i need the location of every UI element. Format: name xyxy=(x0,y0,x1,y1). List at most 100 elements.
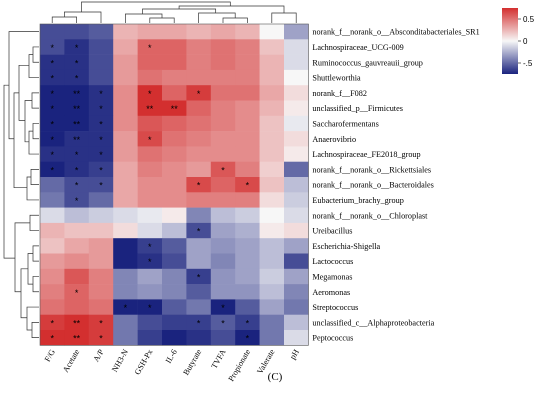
heatmap-cell xyxy=(88,268,114,285)
significance-mark: * xyxy=(99,334,103,344)
significance-mark: * xyxy=(197,318,201,328)
significance-mark: * xyxy=(75,58,79,68)
heatmap-cell xyxy=(235,268,260,285)
row-label: Megamonas xyxy=(312,272,352,281)
heatmap-cell xyxy=(88,253,114,270)
heatmap-cell xyxy=(210,253,236,270)
heatmap-cell xyxy=(64,299,90,315)
heatmap-cell xyxy=(64,85,90,101)
heatmap-cell xyxy=(113,253,138,270)
heatmap-cell xyxy=(210,192,236,208)
dendrogram-branch xyxy=(28,130,39,155)
heatmap-cell xyxy=(162,115,187,132)
heatmap-cell xyxy=(186,131,212,147)
heatmap-cell xyxy=(259,314,285,331)
dendrogram-branch xyxy=(51,16,77,23)
dendrogram-branch xyxy=(26,176,39,201)
heatmap-cell xyxy=(210,314,236,331)
significance-mark: * xyxy=(99,119,103,129)
column-label: Butyrate xyxy=(181,347,203,376)
dendrogram-branch xyxy=(18,64,29,121)
heatmap-cell xyxy=(259,146,285,162)
heatmap-cell xyxy=(210,222,236,239)
heatmap-cell xyxy=(162,268,187,285)
heatmap-cell xyxy=(284,39,309,55)
significance-mark: * xyxy=(148,242,152,252)
heatmap-cell xyxy=(235,222,260,239)
heatmap-cell xyxy=(162,330,187,346)
heatmap-cell xyxy=(284,299,309,315)
heatmap-cell xyxy=(88,100,114,117)
significance-marks: * * ** ** ** ** * * ** ** * ** *** ** ** ** * ** * ** * * ** * *… xyxy=(50,43,249,344)
heatmap-cell xyxy=(235,299,260,315)
dendrogram-branch xyxy=(32,276,39,293)
heatmap-cell xyxy=(113,207,138,224)
heatmap-cell xyxy=(235,177,260,193)
heatmap-cell xyxy=(210,100,236,117)
column-label: Propionate xyxy=(227,347,253,383)
significance-mark: * xyxy=(50,119,54,129)
heatmap-cell xyxy=(113,54,138,71)
heatmap-cell xyxy=(235,238,260,254)
heatmap-cell xyxy=(210,24,236,40)
dendrogram-branch xyxy=(30,169,39,185)
heatmap-cell xyxy=(235,330,260,346)
row-label: norank_f__F082 xyxy=(312,89,367,98)
heatmap-cell xyxy=(235,131,260,147)
heatmap-cell xyxy=(40,299,65,315)
heatmap-cell xyxy=(162,314,187,331)
heatmap-cell xyxy=(210,39,236,55)
heatmap-cell xyxy=(64,131,90,147)
significance-mark: * xyxy=(99,104,103,114)
heatmap-cell xyxy=(64,115,90,132)
significance-mark: ** xyxy=(73,104,81,114)
heatmap-cell xyxy=(186,299,212,315)
heatmap-cell xyxy=(40,192,65,208)
heatmap-cell xyxy=(235,85,260,101)
heatmap-cell xyxy=(259,131,285,147)
significance-mark: * xyxy=(99,89,103,99)
heatmap-cell xyxy=(162,24,187,40)
heatmap-cell xyxy=(88,161,114,178)
heatmap-cell xyxy=(186,268,212,285)
heatmap-cell xyxy=(88,54,114,71)
heatmap-cell xyxy=(210,115,236,132)
heatmap-cell xyxy=(88,115,114,132)
heatmap-cell xyxy=(186,100,212,117)
heatmap-cell xyxy=(64,54,90,71)
heatmap-cell xyxy=(64,192,90,208)
heatmap-cell xyxy=(137,238,163,254)
legend-tick-label: 0 xyxy=(523,37,528,46)
row-label: Shuttleworthia xyxy=(312,74,361,83)
heatmap-cell xyxy=(210,161,236,178)
heatmap-cell xyxy=(186,314,212,331)
row-label: norank_f__norank_o__Absconditabacteriale… xyxy=(312,28,479,37)
heatmap-cell xyxy=(88,299,114,315)
row-label: unclassified_p__Firmicutes xyxy=(312,104,403,113)
row-label: Escherichia-Shigella xyxy=(312,242,380,251)
heatmap-cell xyxy=(88,131,114,147)
heatmap-cell xyxy=(186,54,212,71)
heatmap-cell xyxy=(284,100,309,117)
heatmap-cell xyxy=(137,299,163,315)
heatmap-cell xyxy=(40,268,65,285)
significance-mark: * xyxy=(99,165,103,175)
heatmap-cell xyxy=(284,69,309,86)
heatmap-cell xyxy=(162,177,187,193)
significance-mark: * xyxy=(50,43,54,53)
significance-mark: ** xyxy=(73,119,81,129)
heatmap-cell xyxy=(259,115,285,132)
heatmap-cell xyxy=(162,146,187,162)
heatmap-cell xyxy=(284,222,309,239)
heatmap-cell xyxy=(88,284,114,300)
significance-mark: * xyxy=(50,74,54,84)
heatmap-cell xyxy=(64,314,90,331)
column-label: pH xyxy=(288,348,301,361)
significance-mark: * xyxy=(148,303,152,313)
heatmap-cell xyxy=(186,24,212,40)
significance-mark: * xyxy=(50,135,54,145)
heatmap-cell xyxy=(284,54,309,71)
row-dendrogram xyxy=(3,31,39,338)
column-label: IL-6 xyxy=(164,348,179,365)
